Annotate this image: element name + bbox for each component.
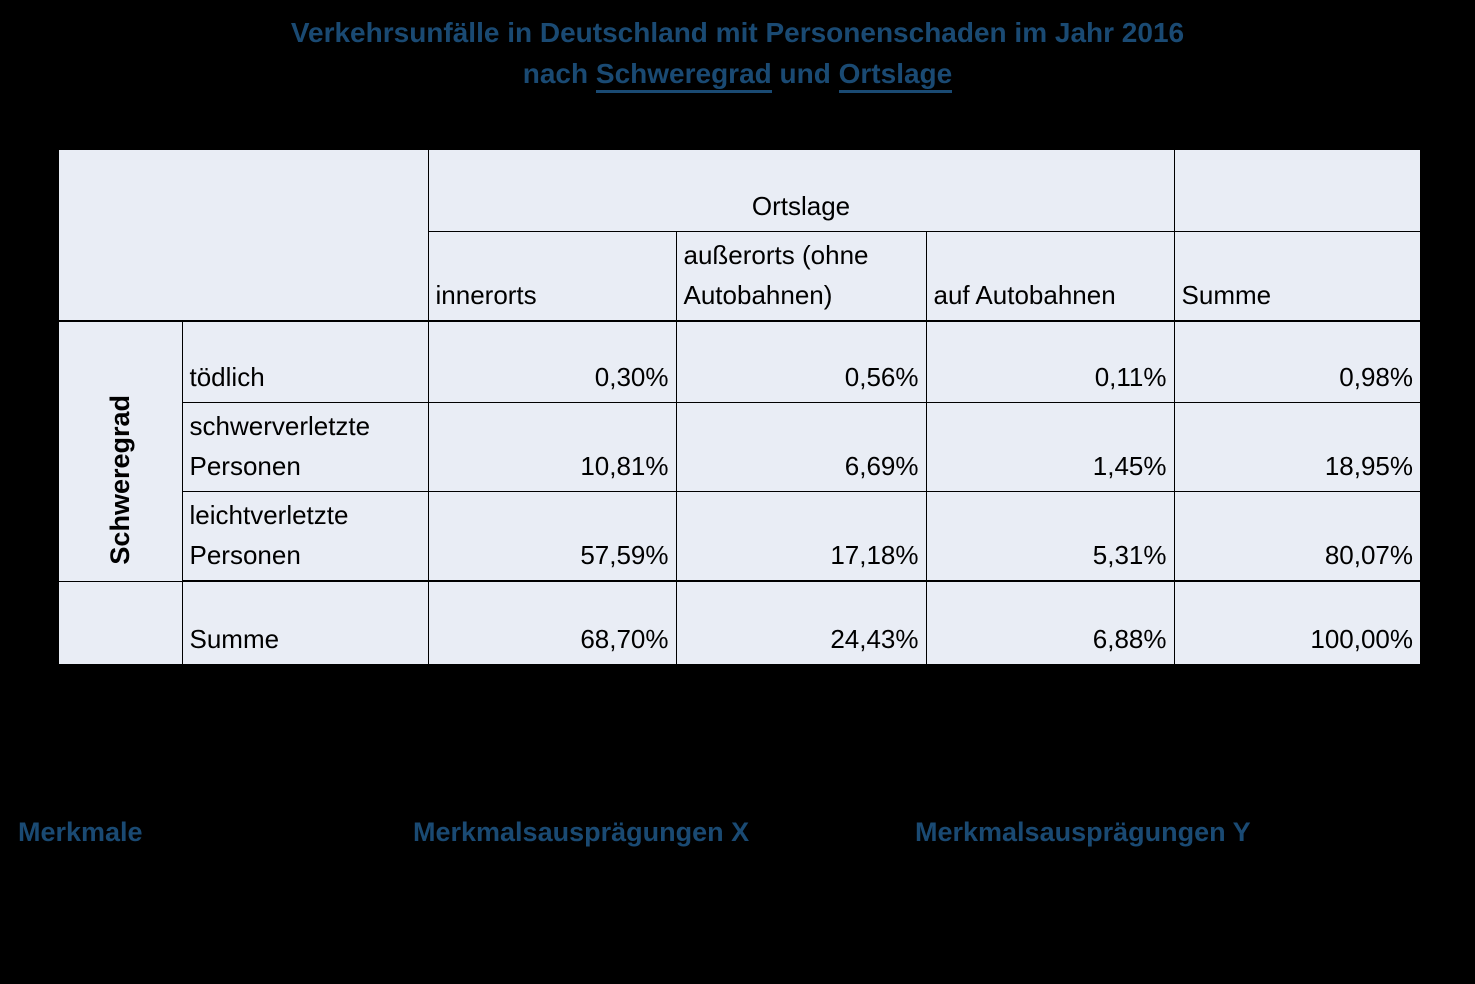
row-label-summe: Summe xyxy=(181,580,429,666)
cell-summe-autobahnen: 6,88% xyxy=(925,580,1175,666)
bottom-left-empty-cell xyxy=(57,580,183,666)
cell-schwerverletzte-innerorts: 10,81% xyxy=(427,402,677,492)
column-header-summe: Summe xyxy=(1173,230,1422,322)
title-word-schweregrad-underlined: Schweregrad xyxy=(595,58,772,93)
column-header-ausserorts: außerorts (ohne Autobahnen) xyxy=(675,230,927,322)
column-group-header-ortslage: Ortslage xyxy=(427,148,1175,232)
row-group-header-schweregrad: Schweregrad xyxy=(57,319,183,582)
corner-empty-cell xyxy=(57,148,429,322)
summe-column-spacer-cell xyxy=(1173,148,1422,232)
cell-summe-ausserorts: 24,43% xyxy=(675,580,927,666)
cell-summe-innerorts: 68,70% xyxy=(427,580,677,666)
cell-toedlich-autobahnen: 0,11% xyxy=(925,319,1175,403)
title-word-ortslage-underlined: Ortslage xyxy=(838,58,953,93)
footer-label-merkmale: Merkmale xyxy=(18,817,143,847)
cell-leichtverletzte-autobahnen: 5,31% xyxy=(925,491,1175,582)
cell-toedlich-ausserorts: 0,56% xyxy=(675,319,927,403)
page-title: Verkehrsunfälle in Deutschland mit Perso… xyxy=(0,12,1475,94)
column-header-autobahnen: auf Autobahnen xyxy=(925,230,1175,322)
footer-label-merkmalsauspraegungen-y: Merkmalsausprägungen Y xyxy=(915,817,1251,847)
cell-schwerverletzte-autobahnen: 1,45% xyxy=(925,402,1175,492)
title-word-und: und xyxy=(779,58,831,89)
row-label-leichtverletzte: leichtverletzte Personen xyxy=(181,491,429,582)
cell-toedlich-summe: 0,98% xyxy=(1173,319,1422,403)
title-line-2: nach Schweregrad und Ortslage xyxy=(0,53,1475,94)
schweregrad-vertical-label: Schweregrad xyxy=(104,394,135,565)
cell-leichtverletzte-ausserorts: 17,18% xyxy=(675,491,927,582)
cell-schwerverletzte-summe: 18,95% xyxy=(1173,402,1422,492)
cell-summe-total: 100,00% xyxy=(1173,580,1422,666)
column-header-innerorts: innerorts xyxy=(427,230,677,322)
row-label-toedlich: tödlich xyxy=(181,319,429,403)
title-line-1: Verkehrsunfälle in Deutschland mit Perso… xyxy=(290,17,1185,48)
crosstab-table: Ortslage innerorts außerorts (ohne Autob… xyxy=(57,148,1423,666)
cell-schwerverletzte-ausserorts: 6,69% xyxy=(675,402,927,492)
cell-toedlich-innerorts: 0,30% xyxy=(427,319,677,403)
footer-label-merkmalsauspraegungen-x: Merkmalsausprägungen X xyxy=(413,817,750,847)
cell-leichtverletzte-summe: 80,07% xyxy=(1173,491,1422,582)
row-label-schwerverletzte: schwerverletzte Personen xyxy=(181,402,429,492)
cell-leichtverletzte-innerorts: 57,59% xyxy=(427,491,677,582)
title-word-nach: nach xyxy=(522,58,589,89)
